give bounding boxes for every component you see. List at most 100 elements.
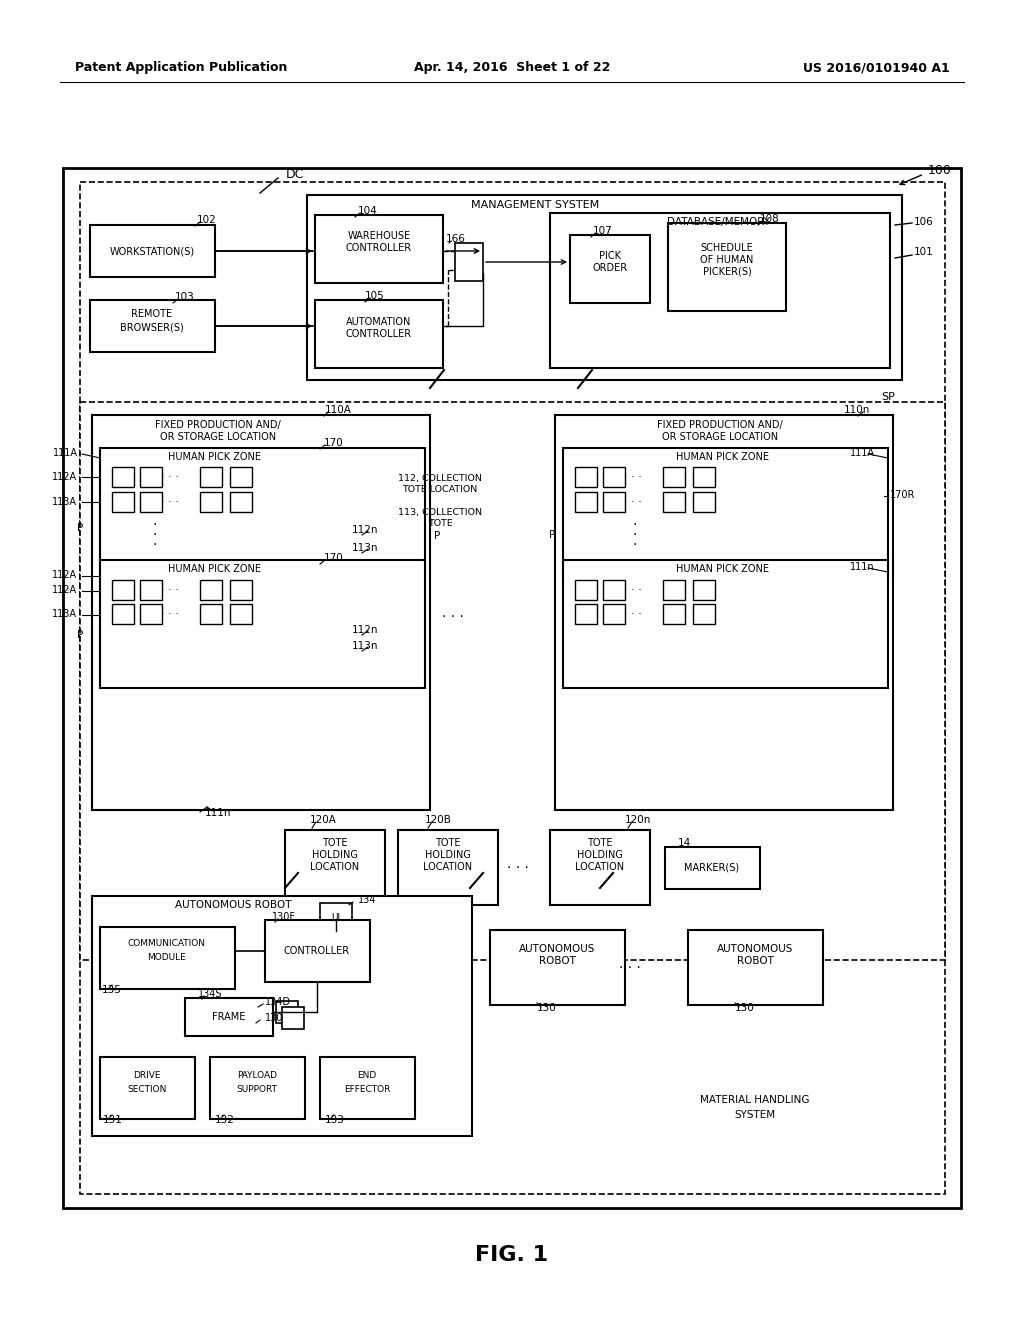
Text: · · ·: · · · — [161, 585, 179, 595]
Text: 130: 130 — [538, 1003, 557, 1012]
Text: FIG. 1: FIG. 1 — [475, 1245, 549, 1265]
Text: P: P — [77, 630, 83, 640]
Text: SYSTEM: SYSTEM — [734, 1110, 775, 1119]
Text: FRAME: FRAME — [212, 1012, 246, 1022]
Text: 108: 108 — [760, 214, 780, 224]
Text: P: P — [549, 531, 555, 540]
Bar — [230, 605, 252, 624]
Text: 111n: 111n — [205, 808, 231, 818]
Text: WORKSTATION(S): WORKSTATION(S) — [110, 246, 195, 256]
Text: 120A: 120A — [309, 814, 337, 825]
Text: Patent Application Publication: Patent Application Publication — [75, 62, 288, 74]
Bar — [668, 223, 786, 312]
Text: 133: 133 — [325, 1115, 345, 1125]
Text: ·: · — [153, 517, 158, 532]
Bar — [315, 215, 443, 282]
Text: ·: · — [633, 517, 637, 532]
Text: · · ·: · · · — [161, 473, 179, 482]
Text: 110A: 110A — [325, 405, 351, 414]
Text: · · ·: · · · — [624, 585, 642, 595]
Bar — [563, 447, 888, 576]
Text: DC: DC — [286, 168, 304, 181]
Text: OR STORAGE LOCATION: OR STORAGE LOCATION — [662, 432, 778, 442]
Text: PAYLOAD: PAYLOAD — [237, 1072, 278, 1081]
Text: DRIVE: DRIVE — [133, 1072, 161, 1081]
Text: · · ·: · · · — [442, 610, 464, 624]
Text: HUMAN PICK ZONE: HUMAN PICK ZONE — [676, 564, 768, 574]
Bar — [693, 492, 715, 512]
Text: 106: 106 — [914, 216, 934, 227]
Text: MODULE: MODULE — [147, 953, 186, 961]
Text: 107: 107 — [593, 226, 613, 236]
Text: 111A: 111A — [53, 447, 78, 458]
Bar — [185, 998, 273, 1036]
Text: 112A: 112A — [52, 585, 77, 595]
Text: 112n: 112n — [351, 525, 378, 535]
Bar — [555, 414, 893, 810]
Bar — [200, 492, 222, 512]
Bar — [693, 579, 715, 601]
Text: 113n: 113n — [351, 543, 378, 553]
Text: · · ·: · · · — [507, 861, 529, 875]
Bar — [688, 931, 823, 1005]
Bar — [230, 467, 252, 487]
Bar — [140, 492, 162, 512]
Bar — [200, 579, 222, 601]
Bar — [140, 467, 162, 487]
Bar — [663, 605, 685, 624]
Text: 130: 130 — [265, 1012, 284, 1023]
Bar — [112, 492, 134, 512]
Bar — [230, 492, 252, 512]
Bar — [575, 492, 597, 512]
Text: TOTE
HOLDING
LOCATION: TOTE HOLDING LOCATION — [424, 838, 472, 871]
Text: 111n: 111n — [850, 562, 874, 572]
Text: EFFECTOR: EFFECTOR — [344, 1085, 390, 1093]
Text: · · ·: · · · — [161, 609, 179, 619]
Text: 134: 134 — [358, 895, 377, 906]
Text: · · ·: · · · — [624, 473, 642, 482]
Text: 102: 102 — [198, 215, 217, 224]
Bar — [200, 467, 222, 487]
Bar — [603, 579, 625, 601]
Bar — [200, 605, 222, 624]
Text: ·: · — [153, 528, 158, 543]
Text: HUMAN PICK ZONE: HUMAN PICK ZONE — [169, 564, 261, 574]
Text: US 2016/0101940 A1: US 2016/0101940 A1 — [803, 62, 950, 74]
Text: MATERIAL HANDLING: MATERIAL HANDLING — [700, 1096, 810, 1105]
Text: 112A: 112A — [52, 570, 77, 579]
Text: REMOTE: REMOTE — [131, 309, 173, 319]
Text: BROWSER(S): BROWSER(S) — [120, 322, 184, 333]
Text: HUMAN PICK ZONE: HUMAN PICK ZONE — [676, 451, 768, 462]
Text: · · ·: · · · — [620, 961, 641, 975]
Bar — [575, 605, 597, 624]
Text: 170R: 170R — [890, 490, 915, 500]
Text: ·: · — [633, 539, 637, 552]
Bar — [693, 605, 715, 624]
Text: 120B: 120B — [425, 814, 452, 825]
Text: ·: · — [153, 539, 158, 552]
Text: TOTE LOCATION: TOTE LOCATION — [402, 486, 477, 495]
Bar — [663, 579, 685, 601]
Text: 101: 101 — [914, 247, 934, 257]
Bar — [663, 467, 685, 487]
Bar — [603, 605, 625, 624]
Text: CONTROLLER: CONTROLLER — [284, 946, 350, 956]
Text: 135: 135 — [102, 985, 122, 995]
Bar — [63, 168, 961, 1208]
Bar — [80, 403, 945, 960]
Bar — [319, 1057, 415, 1119]
Text: 113n: 113n — [351, 642, 378, 651]
Text: 100: 100 — [928, 165, 952, 177]
Bar — [100, 1057, 195, 1119]
Bar — [285, 830, 385, 906]
Text: OR STORAGE LOCATION: OR STORAGE LOCATION — [160, 432, 276, 442]
Text: END: END — [357, 1072, 377, 1081]
Bar — [112, 605, 134, 624]
Text: TOTE: TOTE — [428, 520, 453, 528]
Bar — [455, 243, 483, 281]
Text: 132: 132 — [215, 1115, 234, 1125]
Text: 14: 14 — [678, 838, 691, 847]
Bar — [140, 579, 162, 601]
Text: 131: 131 — [103, 1115, 123, 1125]
Text: 112, COLLECTION: 112, COLLECTION — [398, 474, 482, 483]
